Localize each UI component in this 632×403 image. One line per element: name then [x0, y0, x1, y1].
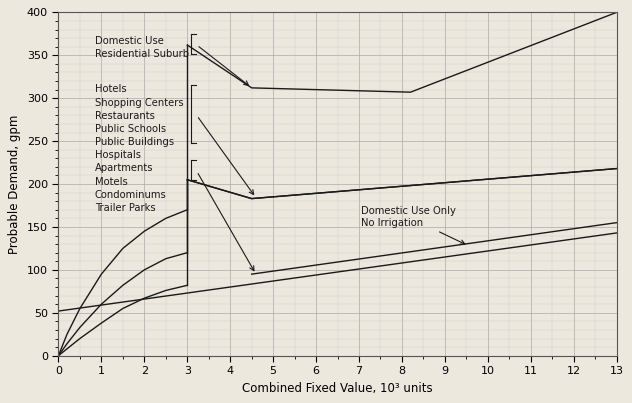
Text: Domestic Use
Residential Suburb: Domestic Use Residential Suburb — [95, 35, 189, 59]
X-axis label: Combined Fixed Value, 10³ units: Combined Fixed Value, 10³ units — [242, 382, 433, 395]
Text: Hotels
Shopping Centers
Restaurants
Public Schools
Public Buildings
Hospitals: Hotels Shopping Centers Restaurants Publ… — [95, 85, 183, 160]
Y-axis label: Probable Demand, gpm: Probable Demand, gpm — [8, 114, 21, 254]
Text: Domestic Use Only
No Irrigation: Domestic Use Only No Irrigation — [361, 206, 465, 244]
Text: Apartments
Motels
Condominums
Trailer Parks: Apartments Motels Condominums Trailer Pa… — [95, 163, 167, 213]
